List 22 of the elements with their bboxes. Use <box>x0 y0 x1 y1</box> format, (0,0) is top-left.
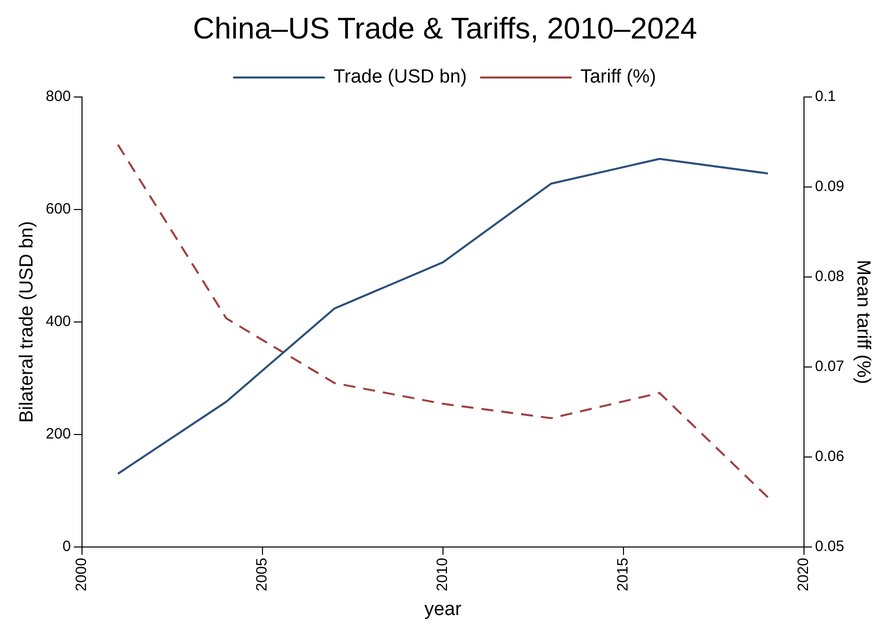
x-tick-label: 2005 <box>254 558 271 592</box>
y-tick-label: 200 <box>46 426 71 443</box>
legend-label: Tariff (%) <box>580 66 656 88</box>
chart-title: China–US Trade & Tariffs, 2010–2024 <box>192 12 698 46</box>
x-tick-label: 2010 <box>434 558 452 592</box>
y-tick-label: 400 <box>46 313 71 330</box>
y-tick-label: 800 <box>46 88 71 106</box>
y-axis-title: Bilateral trade (USD bn) <box>16 221 38 423</box>
y2-tick-label: 0.09 <box>815 178 844 196</box>
x-tick-label: 2020 <box>795 558 812 592</box>
y2-tick-label: 0.06 <box>815 448 844 466</box>
x-tick-label: 2015 <box>614 558 632 592</box>
y2-tick-label: 0.05 <box>815 538 844 555</box>
y2-axis-title: Mean tariff (%) <box>852 260 874 384</box>
legend-label: Trade (USD bn) <box>333 66 467 88</box>
x-tick-label: 2000 <box>72 558 90 592</box>
y2-tick-label: 0.08 <box>815 268 844 286</box>
y2-tick-label: 0.1 <box>815 88 836 106</box>
y2-tick-label: 0.07 <box>815 358 844 376</box>
y-tick-label: 0 <box>62 538 71 555</box>
y-tick-label: 600 <box>46 200 71 218</box>
x-axis-title: year <box>424 598 462 620</box>
